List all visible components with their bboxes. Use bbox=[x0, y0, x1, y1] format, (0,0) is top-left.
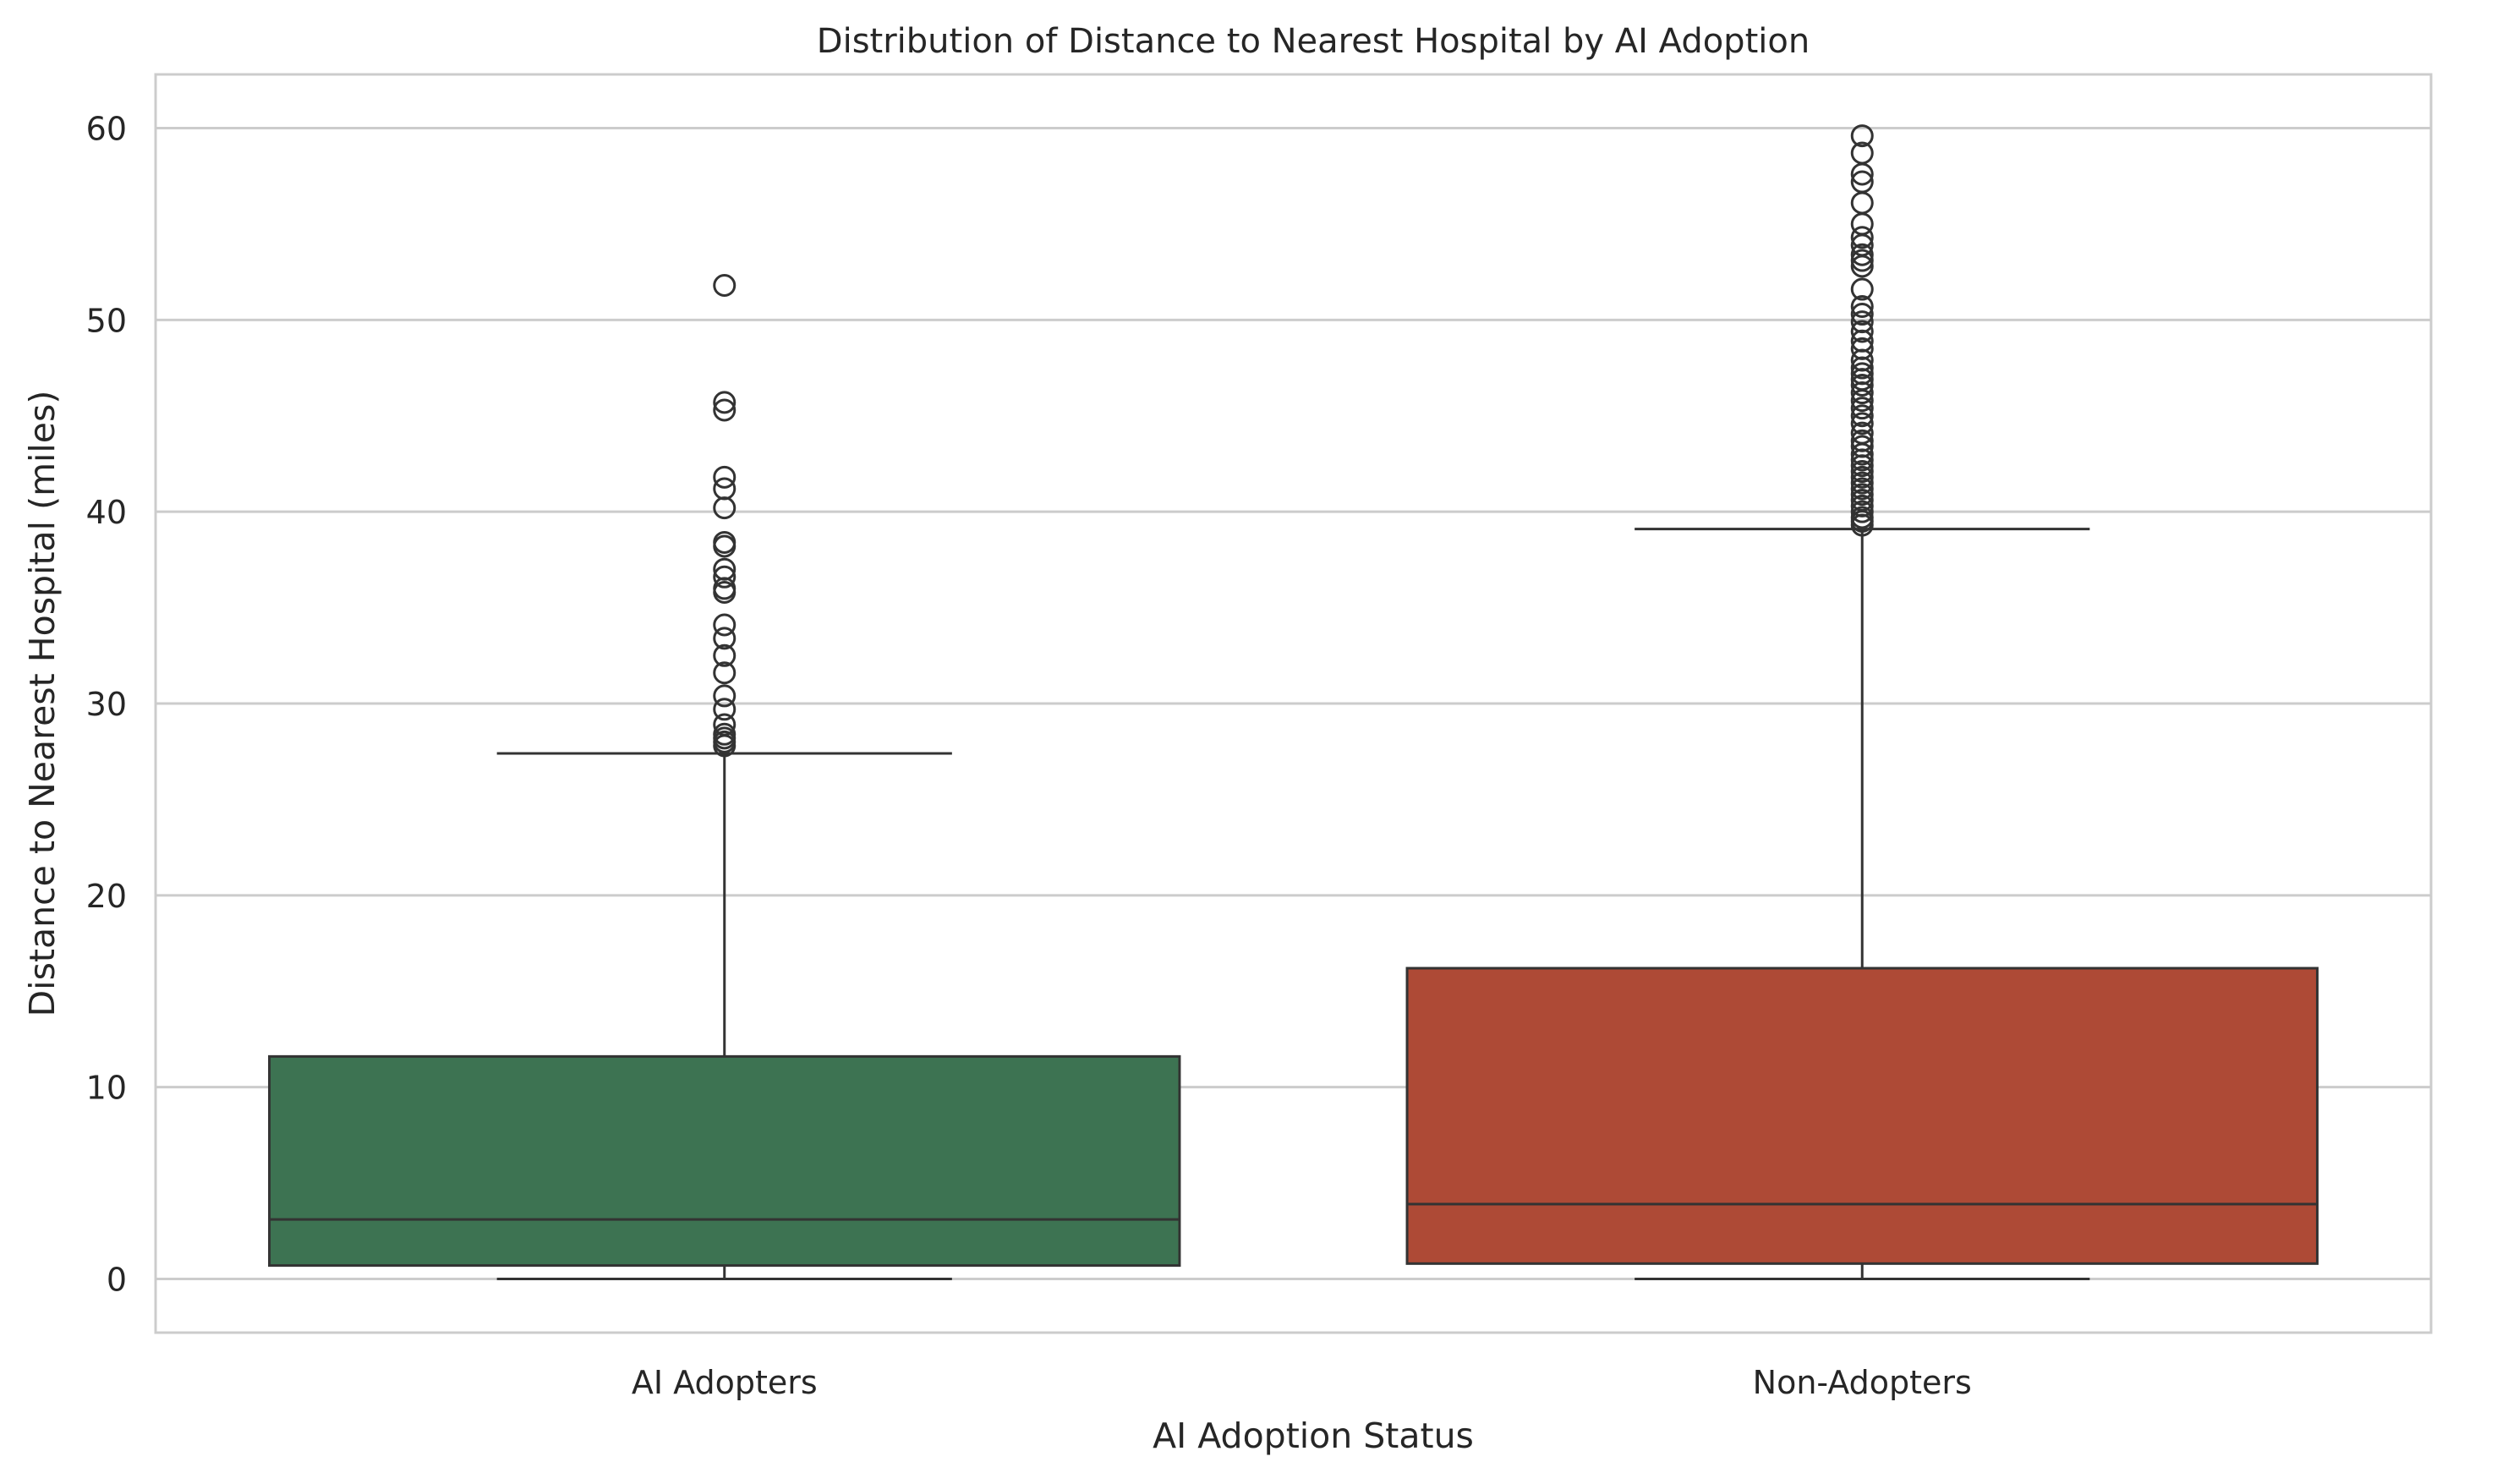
iqr-box bbox=[268, 1054, 1181, 1268]
outlier-point bbox=[713, 613, 737, 637]
y-tick-label: 20 bbox=[86, 878, 127, 915]
outlier-point bbox=[1850, 249, 1874, 272]
y-tick-label: 50 bbox=[86, 302, 127, 339]
outlier-point bbox=[713, 684, 737, 708]
outlier-point bbox=[1850, 477, 1874, 501]
outlier-point bbox=[1850, 448, 1874, 472]
iqr-box bbox=[1405, 967, 2319, 1265]
outlier-point bbox=[713, 643, 737, 667]
outlier-point bbox=[713, 734, 737, 758]
outlier-point bbox=[1850, 303, 1874, 326]
outlier-point bbox=[1850, 404, 1874, 428]
y-tick-label: 60 bbox=[86, 111, 127, 148]
outlier-point bbox=[1850, 483, 1874, 507]
plot-frame bbox=[154, 73, 2433, 1334]
outlier-point bbox=[1850, 294, 1874, 318]
outlier-point bbox=[713, 565, 737, 589]
outlier-point bbox=[713, 534, 737, 558]
y-tick-label: 10 bbox=[86, 1070, 127, 1107]
y-tick-label: 0 bbox=[107, 1261, 127, 1298]
outlier-point bbox=[1850, 381, 1874, 405]
x-tick-labels: AI Adopters Non-Adopters bbox=[632, 1364, 1972, 1401]
outlier-point bbox=[713, 698, 737, 721]
x-tick-label: Non-Adopters bbox=[1753, 1364, 1972, 1401]
outlier-point bbox=[1850, 397, 1874, 420]
x-axis-label: AI Adoption Status bbox=[1153, 1416, 1474, 1456]
y-tick-labels: 0 10 20 30 40 50 60 bbox=[86, 111, 127, 1299]
outlier-point bbox=[713, 274, 737, 298]
outlier-point bbox=[713, 661, 737, 685]
outlier-point bbox=[713, 391, 737, 414]
y-axis-label: Distance to Nearest Hospital (miles) bbox=[22, 391, 63, 1017]
outlier-point bbox=[1850, 442, 1874, 466]
boxes-layer bbox=[268, 124, 2319, 1280]
y-tick-label: 30 bbox=[86, 686, 127, 723]
outlier-point bbox=[1850, 226, 1874, 249]
outlier-point bbox=[1850, 513, 1874, 537]
outlier-point bbox=[713, 580, 737, 604]
outlier-point bbox=[1850, 320, 1874, 343]
outlier-point bbox=[713, 627, 737, 650]
y-tick-label: 40 bbox=[86, 494, 127, 531]
x-tick-label: AI Adopters bbox=[632, 1364, 818, 1401]
outlier-point bbox=[1850, 243, 1874, 266]
outlier-point bbox=[1850, 373, 1874, 397]
outlier-point bbox=[1850, 356, 1874, 380]
outlier-point bbox=[1850, 162, 1874, 186]
outlier-point bbox=[1850, 500, 1874, 523]
outlier-point bbox=[1850, 255, 1874, 278]
outlier-point bbox=[1850, 389, 1874, 413]
outlier-point bbox=[1850, 471, 1874, 495]
outlier-point bbox=[713, 398, 737, 422]
outlier-point bbox=[1850, 124, 1874, 148]
outlier-point bbox=[1850, 412, 1874, 435]
outlier-point bbox=[713, 465, 737, 489]
outlier-point bbox=[713, 496, 737, 520]
box-group bbox=[268, 274, 1181, 1280]
outlier-point bbox=[1850, 465, 1874, 489]
outlier-point bbox=[1850, 460, 1874, 484]
outlier-point bbox=[1850, 277, 1874, 301]
box-group bbox=[1405, 124, 2319, 1280]
outlier-point bbox=[1850, 454, 1874, 478]
chart-title: Distribution of Distance to Nearest Hosp… bbox=[817, 22, 1810, 61]
